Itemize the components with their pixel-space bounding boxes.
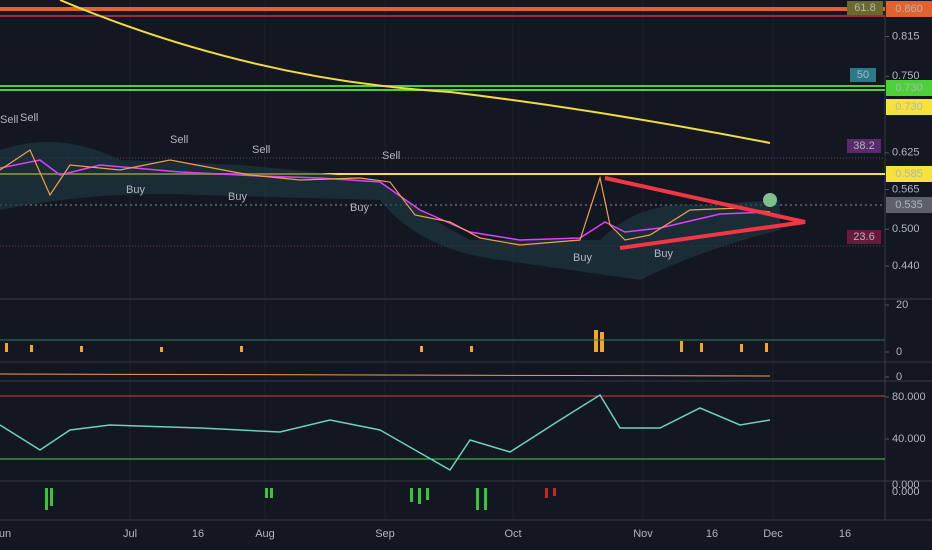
price-tag: 0.730: [895, 101, 923, 113]
signal: Sell: [252, 144, 270, 156]
fib-label: 23.6: [853, 231, 874, 243]
signal: Sell: [20, 112, 38, 124]
price-tick-label: 0.565: [892, 183, 920, 195]
marker: [763, 193, 777, 207]
rsi-tick-label: 40.000: [892, 433, 926, 445]
cloud: [0, 142, 780, 280]
price-series: [0, 149, 771, 246]
time-label: 16: [839, 528, 851, 540]
volume-tick-label: 0: [896, 346, 902, 358]
price-tick-label: 0.815: [892, 30, 920, 42]
rsi-tick-label: 80.000: [892, 391, 926, 403]
time-label: Jul: [123, 528, 137, 540]
price-tags: 0.860 0.730 0.730 0.585 0.535 61.8 50 38…: [847, 1, 932, 244]
volume-tick-label: 20: [896, 299, 908, 311]
oscillator: [0, 373, 771, 377]
signal: Buy: [228, 191, 247, 203]
macd-bars: [45, 488, 487, 510]
fib-label: 61.8: [854, 2, 875, 14]
signal: Buy: [126, 184, 145, 196]
time-label: Sep: [375, 528, 395, 540]
time-label: Aug: [255, 528, 275, 540]
moving-average: [0, 159, 771, 241]
time-label: Oct: [504, 528, 521, 540]
moving-average: [59, 0, 771, 144]
axis-label: 0.000: [892, 479, 920, 491]
signals: Sell Sell Sell Sell Sell Buy Buy Buy Buy…: [0, 112, 673, 264]
fib-label: 38.2: [853, 140, 874, 152]
price-tag: 0.585: [895, 168, 923, 180]
signal: Sell: [0, 114, 18, 126]
price-tick-label: 0.750: [892, 70, 920, 82]
signal: Sell: [170, 134, 188, 146]
fib-label: 50: [857, 69, 869, 81]
price-tick-label: 0.500: [892, 223, 920, 235]
price-tick-label: 0.440: [892, 260, 920, 272]
macd-bars: [545, 488, 556, 498]
triangle-drawing: [604, 176, 806, 250]
time-label: 16: [706, 528, 718, 540]
time-label: Nov: [633, 528, 653, 540]
osc-tick-label: 0: [896, 371, 902, 383]
signal: Sell: [382, 150, 400, 162]
time-label: un: [0, 528, 11, 540]
price-tag: 0.860: [895, 3, 923, 15]
price-tag: 0.730: [895, 82, 923, 94]
volume-bars: [5, 330, 768, 352]
time-label: 16: [192, 528, 204, 540]
signal: Buy: [654, 248, 673, 260]
signal: Buy: [350, 202, 369, 214]
axis-label: 0.000: [892, 486, 920, 498]
price-tag: 0.535: [895, 199, 923, 211]
time-label: Dec: [763, 528, 783, 540]
rsi-line: [0, 393, 771, 471]
signal: Buy: [573, 252, 592, 264]
price-tick-label: 0.625: [892, 147, 920, 159]
